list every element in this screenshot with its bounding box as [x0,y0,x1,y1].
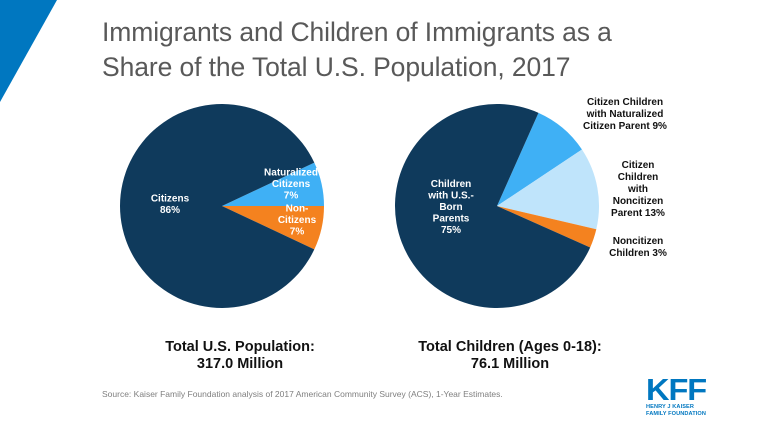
label-line: with Naturalized [586,109,664,120]
total-line-2: 76.1 Million [470,356,550,372]
pie-slice-citizen-children-with-naturalized-citizen-parent [497,112,582,206]
slice-label: Naturalized Citizens 7% [264,168,318,202]
kff-logo: KFF HENRY J KAISER FAMILY FOUNDATION [646,372,707,417]
slice-label-line: 7% [284,191,299,202]
label-line: with [628,184,648,195]
label-line: Children 3% [609,248,667,259]
pie-slice-naturalized-citizens [222,162,324,206]
label-line: Parent 13% [611,208,665,219]
total-line-1: Total Children (Ages 0-18): [418,339,602,355]
pie-slice-citizens [119,104,315,308]
total-children-label: Total Children (Ages 0-18): 76.1 Million [390,339,630,373]
slice-label-line: Parents [433,214,470,225]
total-line-2: 317.0 Million [196,356,284,372]
logo-sub-line-2: FAMILY FOUNDATION [646,410,707,417]
pie-slice-children-with-u-s-born-parents [395,103,591,308]
pie-slice-citizen-children-with-noncitizen-parent [497,149,599,230]
slice-label-line: Born [439,202,462,213]
logo-mark: KFF [646,372,707,407]
slice-label-line: 86% [160,205,180,216]
label-line: Citizen Children [586,97,664,108]
slice-label-line: Naturalized [264,168,318,179]
pie-total-children: Children with U.S.-Born Parents 75% [395,103,599,308]
label-naturalized-parent: Citizen Children with Naturalized Citize… [563,97,687,133]
pie-total-population: Naturalized Citizens 7%Non-Citizens 7%Citiz… [119,104,324,308]
title-line-1: Immigrants and Children of Immigrants as… [102,17,612,47]
pie-slice-non-citizens [222,206,324,250]
logo-subtext: HENRY J KAISER FAMILY FOUNDATION [646,404,706,417]
slice-label-line: 7% [290,227,305,238]
label-line: Children [617,172,659,183]
pie-slice-noncitizen-children [497,206,597,248]
slice-label: Non-Citizens 7% [278,204,317,238]
total-line-1: Total U.S. Population: [165,339,315,355]
label-line: Citizen Parent 9% [583,121,667,132]
slice-label-line: Children [431,179,472,190]
total-population-label: Total U.S. Population: 317.0 Million [120,339,360,373]
chart-title: Immigrants and Children of Immigrants as… [102,15,612,85]
logo-sub-line-1: HENRY J KAISER [646,404,695,410]
label-line: Noncitizen [612,236,664,247]
label-noncitizen-children: Noncitizen Children 3% [590,236,686,260]
slice-label-line: Citizens [278,215,317,226]
title-line-2: Share of the Total U.S. Population, 2017 [102,52,571,82]
slice-label-line: with U.S.- [427,191,474,202]
slice-label: Children with U.S.-Born Parents 75% [427,179,474,236]
slice-label: Citizens 86% [151,193,190,216]
label-line: Noncitizen [612,196,664,207]
slice-label-line: 75% [441,225,461,236]
source-note: Source: Kaiser Family Foundation analysi… [102,389,503,399]
slice-label-line: Citizens [151,193,190,204]
slice-label-line: Non- [286,204,309,215]
label-noncitizen-parent: Citizen Children with Noncitizen Parent … [590,160,686,220]
label-line: Citizen [621,160,655,171]
slice-label-line: Citizens [272,179,311,190]
accent-triangle [0,0,57,102]
